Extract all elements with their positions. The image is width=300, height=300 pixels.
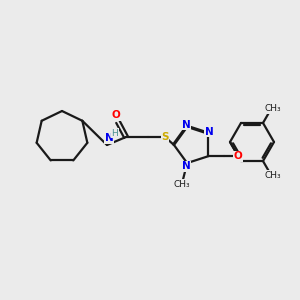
Text: CH₃: CH₃ (174, 180, 190, 189)
Text: N: N (182, 120, 190, 130)
Text: N: N (182, 161, 190, 171)
Text: CH₃: CH₃ (264, 171, 281, 180)
Text: O: O (234, 151, 243, 161)
Text: O: O (112, 110, 120, 120)
Text: N: N (205, 127, 214, 137)
Text: H: H (112, 128, 118, 137)
Text: N: N (105, 133, 113, 143)
Text: S: S (161, 132, 169, 142)
Text: CH₃: CH₃ (264, 104, 281, 113)
